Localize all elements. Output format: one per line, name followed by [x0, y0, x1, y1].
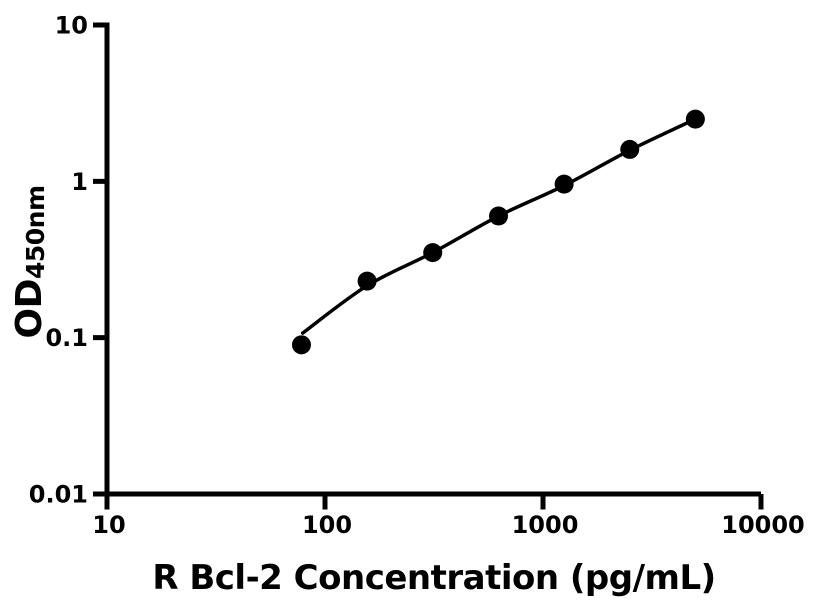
x-tick-label: 10 [92, 511, 125, 539]
y-tick-label: 0.1 [45, 324, 88, 352]
x-tick-label: 100 [302, 511, 352, 539]
y-tick-label: 10 [55, 12, 88, 40]
x-tick-label: 10000 [721, 511, 805, 539]
axes [93, 22, 764, 510]
y-axis-title-main: OD [9, 279, 50, 339]
data-point [423, 243, 443, 263]
y-axis-title: OD450nm [9, 185, 50, 339]
x-tick-label: 1000 [512, 511, 579, 539]
x-axis-title: R Bcl-2 Concentration (pg/mL) [152, 558, 716, 598]
data-point [620, 139, 640, 159]
data-point [357, 271, 377, 291]
y-tick-label: 0.01 [29, 481, 88, 509]
data-point [685, 109, 705, 129]
data-point [554, 174, 574, 194]
data-point [489, 206, 509, 226]
data-point [291, 335, 311, 355]
y-axis-title-subscript: 450nm [21, 185, 50, 280]
y-tick-label: 1 [71, 168, 88, 196]
